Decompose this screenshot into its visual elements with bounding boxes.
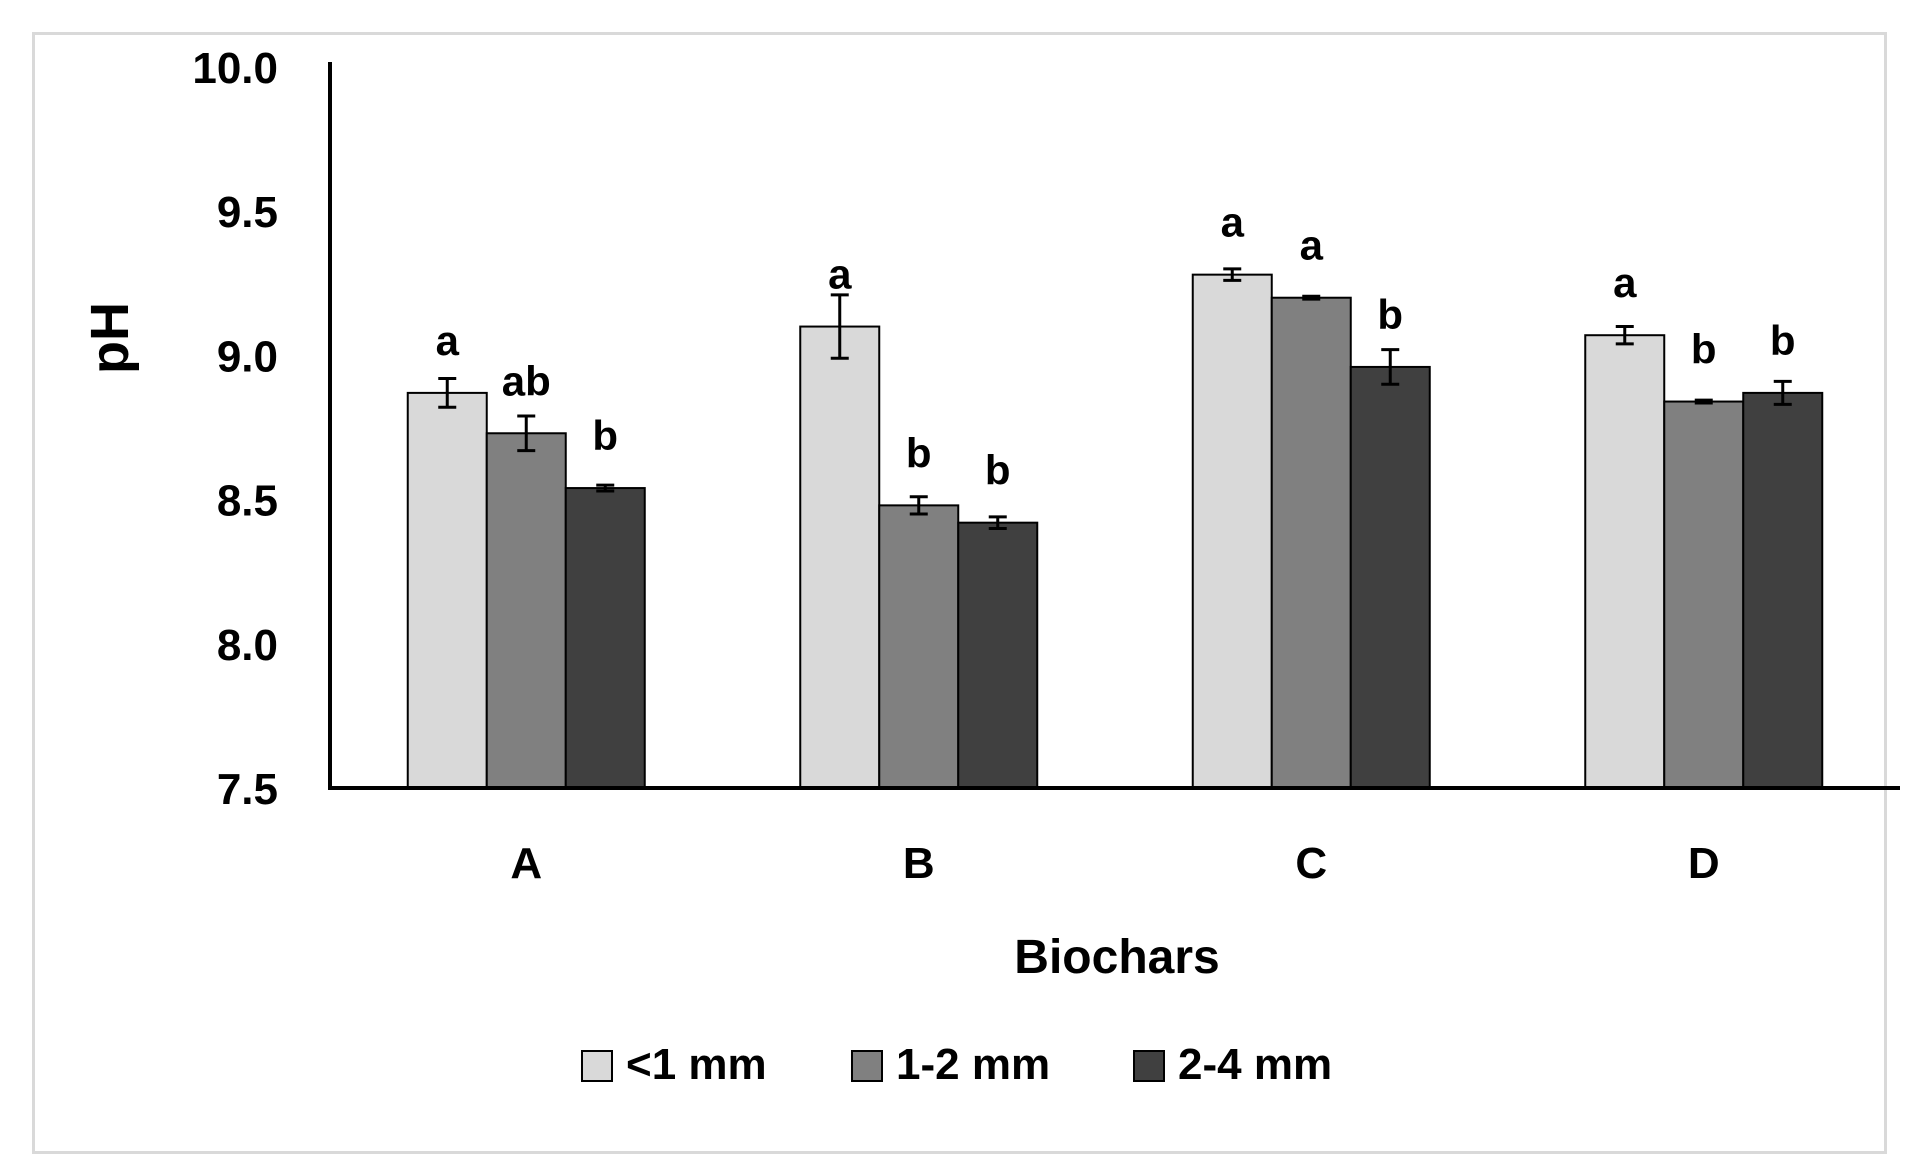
legend: <1 mm 1-2 mm 2-4 mm xyxy=(581,1040,1332,1089)
bar xyxy=(957,521,1039,789)
legend-label: 1-2 mm xyxy=(896,1040,1050,1089)
significance-letter: b xyxy=(1691,326,1717,373)
x-tick-label: D xyxy=(1688,839,1720,888)
bar xyxy=(1584,334,1666,789)
significance-letter: b xyxy=(985,447,1011,494)
bar xyxy=(1742,391,1824,789)
significance-letter: b xyxy=(1377,291,1403,338)
legend-swatch xyxy=(581,1050,613,1082)
significance-letter: b xyxy=(592,412,618,459)
y-axis-title: pH xyxy=(80,302,140,374)
chart-frame xyxy=(32,32,1887,1154)
bar xyxy=(564,487,646,789)
bar xyxy=(1191,273,1273,789)
bar xyxy=(799,325,881,789)
x-tick-label: C xyxy=(1295,839,1327,888)
legend-swatch xyxy=(851,1050,883,1082)
bar xyxy=(1270,296,1352,789)
significance-letter: a xyxy=(1300,222,1324,269)
x-axis-title: Biochars xyxy=(1014,931,1219,984)
significance-letter: ab xyxy=(502,357,551,404)
significance-letter: a xyxy=(1221,199,1245,246)
y-tick-label: 9.5 xyxy=(217,188,278,237)
y-tick-label: 7.5 xyxy=(217,765,278,814)
bar xyxy=(878,504,960,789)
significance-letter: a xyxy=(1613,259,1637,306)
bar xyxy=(406,391,488,789)
legend-swatch xyxy=(1133,1050,1165,1082)
bar xyxy=(485,432,567,789)
x-tick-label: A xyxy=(510,839,542,888)
y-tick-label: 8.5 xyxy=(217,477,278,526)
bar xyxy=(1349,365,1431,789)
y-tick-label: 9.0 xyxy=(217,332,278,381)
significance-letter: b xyxy=(1770,317,1796,364)
y-tick-label: 10.0 xyxy=(192,44,278,93)
y-tick-label: 8.0 xyxy=(217,621,278,670)
significance-letter: b xyxy=(906,429,932,476)
x-tick-label: B xyxy=(903,839,935,888)
significance-letter: a xyxy=(436,317,460,364)
legend-label: <1 mm xyxy=(626,1040,767,1089)
significance-letter: a xyxy=(828,251,852,298)
bar xyxy=(1663,400,1745,789)
legend-label: 2-4 mm xyxy=(1178,1040,1332,1089)
